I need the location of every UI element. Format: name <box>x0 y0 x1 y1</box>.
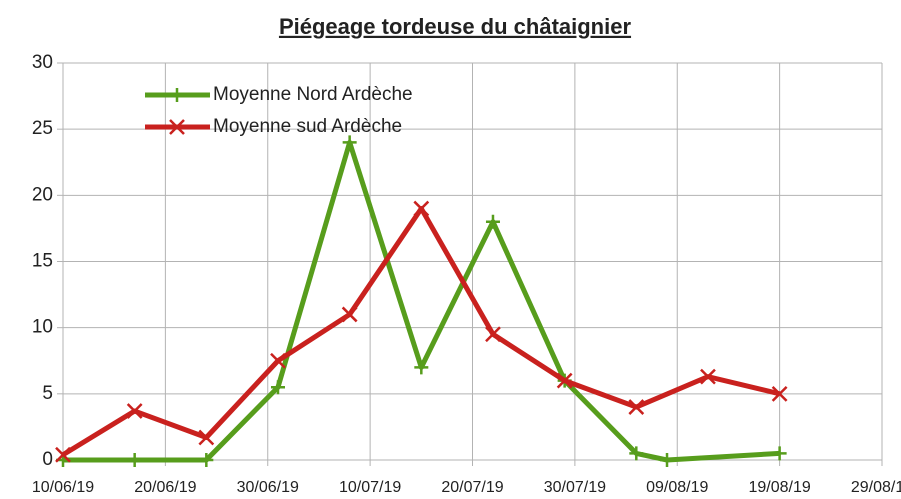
y-tick-label: 25 <box>32 118 53 139</box>
marker <box>126 403 143 419</box>
marker <box>629 446 644 461</box>
y-tick-label: 20 <box>32 184 53 205</box>
legend-label: Moyenne sud Ardèche <box>213 116 402 137</box>
marker <box>772 446 787 461</box>
x-tick-label: 10/06/19 <box>32 479 94 496</box>
y-tick-label: 30 <box>32 52 53 73</box>
x-tick-label: 09/08/19 <box>646 479 708 496</box>
marker <box>270 380 285 395</box>
marker <box>485 214 500 229</box>
legend-label: Moyenne Nord Ardèche <box>213 84 413 105</box>
marker <box>413 200 430 217</box>
marker <box>198 429 215 446</box>
x-tick-label: 29/08/19 <box>851 479 901 496</box>
marker <box>700 368 716 385</box>
x-tick-label: 19/08/19 <box>748 479 810 496</box>
marker <box>270 352 286 369</box>
x-tick-label: 30/06/19 <box>237 479 299 496</box>
marker <box>170 88 184 102</box>
marker <box>199 453 214 467</box>
marker <box>660 453 675 467</box>
marker <box>628 399 645 415</box>
marker <box>55 446 71 463</box>
marker <box>414 360 429 375</box>
series-line <box>63 139 780 463</box>
marker <box>341 306 358 323</box>
marker <box>127 453 142 467</box>
chart-title: Piégeage tordeuse du châtaignier <box>279 14 632 39</box>
x-tick-label: 10/07/19 <box>339 479 401 496</box>
y-tick-label: 5 <box>42 383 53 404</box>
y-tick-label: 15 <box>32 251 53 272</box>
marker <box>342 135 357 150</box>
y-tick-label: 10 <box>32 317 53 338</box>
y-tick-label: 0 <box>42 449 53 470</box>
marker <box>169 119 185 135</box>
marker <box>556 372 573 389</box>
x-tick-label: 20/06/19 <box>134 479 196 496</box>
marker <box>771 385 788 402</box>
x-tick-label: 30/07/19 <box>544 479 606 496</box>
x-tick-label: 20/07/19 <box>441 479 503 496</box>
series-line <box>61 206 781 457</box>
marker <box>485 326 501 343</box>
